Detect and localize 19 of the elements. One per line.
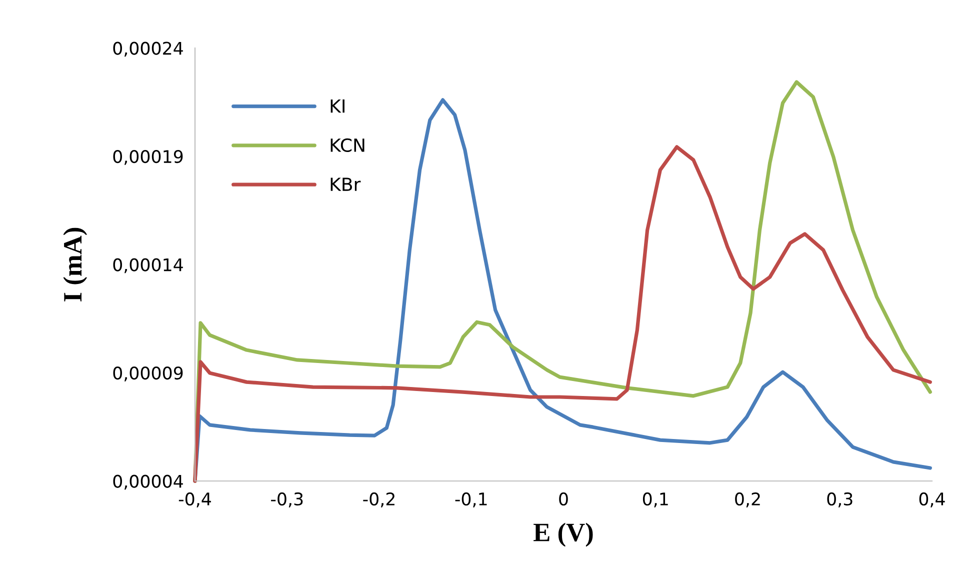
- x-tick-label: -0,3: [271, 492, 303, 508]
- x-tick-label: -0,2: [363, 492, 394, 508]
- x-tick-label: 0,3: [827, 492, 852, 508]
- legend-label: KI: [330, 99, 344, 113]
- legend-label: KBr: [330, 178, 361, 191]
- y-tick-label: 0,00024: [113, 42, 183, 57]
- legend-label: KCN: [330, 138, 364, 152]
- x-tick-label: -0,4: [178, 492, 211, 508]
- x-tick-label: 0,4: [919, 492, 945, 508]
- x-tick-label: 0,2: [735, 492, 760, 508]
- x-tick-label: 0,1: [642, 492, 668, 508]
- y-tick-label: 0,00014: [113, 258, 183, 274]
- y-tick-label: 0,00019: [113, 150, 183, 165]
- y-tick-label: 0,00009: [113, 366, 183, 382]
- x-tick-label: 0: [559, 492, 568, 506]
- y-axis-title: I (mA): [63, 228, 88, 302]
- y-tick-label: 0,00004: [113, 474, 183, 490]
- x-tick-label: -0,1: [455, 492, 487, 508]
- x-axis-title: E (V): [534, 522, 593, 547]
